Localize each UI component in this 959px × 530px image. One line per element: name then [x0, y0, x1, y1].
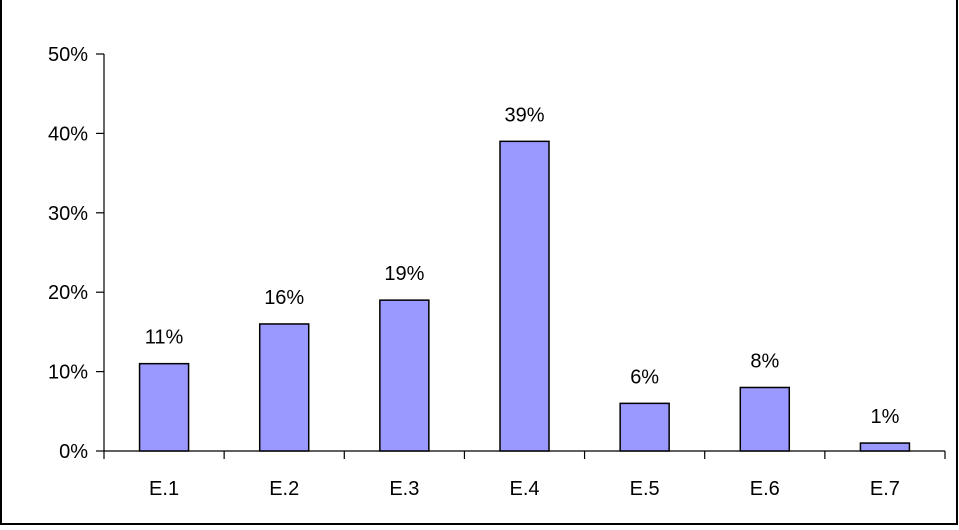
x-tick-label: E.6 — [750, 478, 780, 500]
data-labels: 11% 16% 19% 39% 6% 8% 1% — [145, 104, 900, 428]
data-label: 6% — [630, 366, 659, 388]
x-axis-tick-labels: E.1 E.2 E.3 E.4 E.5 E.6 E.7 — [149, 478, 900, 500]
bar-e-3 — [379, 299, 430, 452]
y-tick-label: 30% — [48, 203, 88, 225]
y-axis-ticks — [96, 53, 104, 452]
bar-e-2 — [258, 323, 310, 452]
bar-e-1 — [138, 362, 190, 452]
data-label: 8% — [750, 350, 779, 372]
y-tick-label: 0% — [59, 441, 88, 463]
data-label: 16% — [264, 287, 304, 309]
y-tick-label: 40% — [48, 123, 88, 145]
y-axis-tick-labels: 0% 10% 20% 30% 40% 50% — [48, 44, 88, 463]
data-label: 1% — [870, 406, 899, 428]
x-tick-label: E.4 — [509, 478, 539, 500]
bar-e-7 — [859, 442, 911, 452]
data-label: 19% — [384, 263, 424, 285]
bar-e-4 — [499, 140, 550, 452]
x-tick-label: E.1 — [149, 478, 179, 500]
data-label: 39% — [504, 104, 544, 126]
data-label: 11% — [145, 327, 184, 349]
x-tick-label: E.5 — [630, 478, 660, 500]
bar-e-6 — [739, 386, 791, 452]
x-tick-label: E.3 — [389, 478, 419, 500]
bar-e-5 — [619, 402, 670, 452]
y-tick-label: 20% — [48, 282, 88, 304]
y-tick-label: 50% — [48, 44, 88, 66]
bars — [138, 140, 911, 452]
x-tick-label: E.7 — [870, 478, 900, 500]
y-tick-label: 10% — [48, 362, 88, 384]
x-tick-label: E.2 — [269, 478, 299, 500]
x-axis-ticks — [103, 451, 946, 459]
